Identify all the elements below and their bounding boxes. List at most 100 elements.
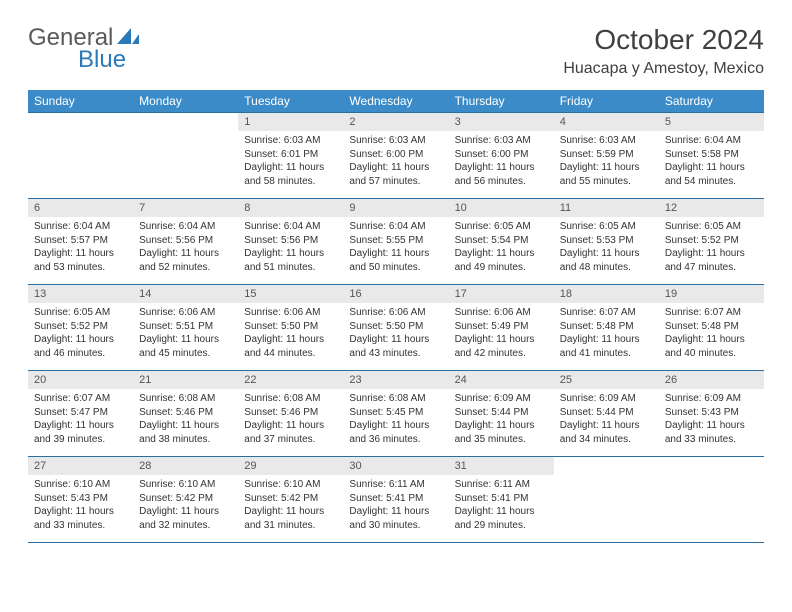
calendar-week-row: 13Sunrise: 6:05 AMSunset: 5:52 PMDayligh… xyxy=(28,285,764,371)
calendar-day-cell: .. xyxy=(554,457,659,543)
day-number: 7 xyxy=(133,199,238,217)
daylight-text: Daylight: 11 hours and 48 minutes. xyxy=(560,247,653,274)
sunset-text: Sunset: 5:44 PM xyxy=(560,406,653,420)
weekday-header-row: Sunday Monday Tuesday Wednesday Thursday… xyxy=(28,90,764,113)
day-details: Sunrise: 6:06 AMSunset: 5:51 PMDaylight:… xyxy=(133,303,238,366)
daylight-text: Daylight: 11 hours and 58 minutes. xyxy=(244,161,337,188)
day-number: 16 xyxy=(343,285,448,303)
sunrise-text: Sunrise: 6:11 AM xyxy=(349,478,442,492)
day-number: 17 xyxy=(449,285,554,303)
day-number: 27 xyxy=(28,457,133,475)
page-header: General Blue October 2024 Huacapa y Ames… xyxy=(28,24,764,78)
sunrise-text: Sunrise: 6:06 AM xyxy=(455,306,548,320)
sunset-text: Sunset: 5:43 PM xyxy=(34,492,127,506)
sunset-text: Sunset: 5:55 PM xyxy=(349,234,442,248)
sunset-text: Sunset: 5:56 PM xyxy=(244,234,337,248)
day-number: 15 xyxy=(238,285,343,303)
day-details: Sunrise: 6:10 AMSunset: 5:43 PMDaylight:… xyxy=(28,475,133,538)
weekday-header: Saturday xyxy=(659,90,764,113)
sunset-text: Sunset: 5:52 PM xyxy=(665,234,758,248)
sunset-text: Sunset: 5:42 PM xyxy=(244,492,337,506)
calendar-day-cell: 4Sunrise: 6:03 AMSunset: 5:59 PMDaylight… xyxy=(554,113,659,199)
sunset-text: Sunset: 5:49 PM xyxy=(455,320,548,334)
day-details: Sunrise: 6:06 AMSunset: 5:50 PMDaylight:… xyxy=(343,303,448,366)
sunset-text: Sunset: 5:54 PM xyxy=(455,234,548,248)
sunset-text: Sunset: 5:53 PM xyxy=(560,234,653,248)
day-details: Sunrise: 6:09 AMSunset: 5:44 PMDaylight:… xyxy=(554,389,659,452)
sunrise-text: Sunrise: 6:04 AM xyxy=(665,134,758,148)
daylight-text: Daylight: 11 hours and 34 minutes. xyxy=(560,419,653,446)
calendar-day-cell: 1Sunrise: 6:03 AMSunset: 6:01 PMDaylight… xyxy=(238,113,343,199)
daylight-text: Daylight: 11 hours and 42 minutes. xyxy=(455,333,548,360)
daylight-text: Daylight: 11 hours and 29 minutes. xyxy=(455,505,548,532)
calendar-day-cell: 10Sunrise: 6:05 AMSunset: 5:54 PMDayligh… xyxy=(449,199,554,285)
daylight-text: Daylight: 11 hours and 32 minutes. xyxy=(139,505,232,532)
day-number: 22 xyxy=(238,371,343,389)
daylight-text: Daylight: 11 hours and 30 minutes. xyxy=(349,505,442,532)
calendar-day-cell: 14Sunrise: 6:06 AMSunset: 5:51 PMDayligh… xyxy=(133,285,238,371)
day-number: 4 xyxy=(554,113,659,131)
logo-text-b: Blue xyxy=(78,46,126,74)
calendar-day-cell: 12Sunrise: 6:05 AMSunset: 5:52 PMDayligh… xyxy=(659,199,764,285)
daylight-text: Daylight: 11 hours and 47 minutes. xyxy=(665,247,758,274)
weekday-header: Friday xyxy=(554,90,659,113)
day-details: Sunrise: 6:05 AMSunset: 5:54 PMDaylight:… xyxy=(449,217,554,280)
daylight-text: Daylight: 11 hours and 35 minutes. xyxy=(455,419,548,446)
sunrise-text: Sunrise: 6:03 AM xyxy=(560,134,653,148)
day-number: 20 xyxy=(28,371,133,389)
calendar-day-cell: 16Sunrise: 6:06 AMSunset: 5:50 PMDayligh… xyxy=(343,285,448,371)
day-details: Sunrise: 6:11 AMSunset: 5:41 PMDaylight:… xyxy=(343,475,448,538)
day-details: Sunrise: 6:06 AMSunset: 5:49 PMDaylight:… xyxy=(449,303,554,366)
sunset-text: Sunset: 5:43 PM xyxy=(665,406,758,420)
calendar-day-cell: 20Sunrise: 6:07 AMSunset: 5:47 PMDayligh… xyxy=(28,371,133,457)
daylight-text: Daylight: 11 hours and 56 minutes. xyxy=(455,161,548,188)
weekday-header: Wednesday xyxy=(343,90,448,113)
title-block: October 2024 Huacapa y Amestoy, Mexico xyxy=(563,24,764,78)
daylight-text: Daylight: 11 hours and 49 minutes. xyxy=(455,247,548,274)
sunset-text: Sunset: 5:52 PM xyxy=(34,320,127,334)
sunset-text: Sunset: 5:46 PM xyxy=(244,406,337,420)
calendar-day-cell: 5Sunrise: 6:04 AMSunset: 5:58 PMDaylight… xyxy=(659,113,764,199)
day-number: 12 xyxy=(659,199,764,217)
day-number: 9 xyxy=(343,199,448,217)
day-number: 5 xyxy=(659,113,764,131)
day-number: 31 xyxy=(449,457,554,475)
calendar-day-cell: 15Sunrise: 6:06 AMSunset: 5:50 PMDayligh… xyxy=(238,285,343,371)
sunrise-text: Sunrise: 6:05 AM xyxy=(560,220,653,234)
day-number: 2 xyxy=(343,113,448,131)
calendar-day-cell: .. xyxy=(28,113,133,199)
daylight-text: Daylight: 11 hours and 41 minutes. xyxy=(560,333,653,360)
day-details: Sunrise: 6:08 AMSunset: 5:45 PMDaylight:… xyxy=(343,389,448,452)
calendar-day-cell: 6Sunrise: 6:04 AMSunset: 5:57 PMDaylight… xyxy=(28,199,133,285)
calendar-day-cell: .. xyxy=(133,113,238,199)
sunset-text: Sunset: 5:50 PM xyxy=(349,320,442,334)
day-details: Sunrise: 6:08 AMSunset: 5:46 PMDaylight:… xyxy=(238,389,343,452)
daylight-text: Daylight: 11 hours and 57 minutes. xyxy=(349,161,442,188)
daylight-text: Daylight: 11 hours and 52 minutes. xyxy=(139,247,232,274)
day-details: Sunrise: 6:04 AMSunset: 5:56 PMDaylight:… xyxy=(238,217,343,280)
day-number: 19 xyxy=(659,285,764,303)
sunset-text: Sunset: 5:44 PM xyxy=(455,406,548,420)
sunrise-text: Sunrise: 6:08 AM xyxy=(139,392,232,406)
sunrise-text: Sunrise: 6:09 AM xyxy=(455,392,548,406)
calendar-day-cell: 27Sunrise: 6:10 AMSunset: 5:43 PMDayligh… xyxy=(28,457,133,543)
calendar-day-cell: 2Sunrise: 6:03 AMSunset: 6:00 PMDaylight… xyxy=(343,113,448,199)
sunrise-text: Sunrise: 6:10 AM xyxy=(139,478,232,492)
sunrise-text: Sunrise: 6:07 AM xyxy=(560,306,653,320)
day-details: Sunrise: 6:10 AMSunset: 5:42 PMDaylight:… xyxy=(238,475,343,538)
sunset-text: Sunset: 5:48 PM xyxy=(560,320,653,334)
day-number: 6 xyxy=(28,199,133,217)
daylight-text: Daylight: 11 hours and 33 minutes. xyxy=(34,505,127,532)
calendar-day-cell: 26Sunrise: 6:09 AMSunset: 5:43 PMDayligh… xyxy=(659,371,764,457)
day-number: 30 xyxy=(343,457,448,475)
day-details: Sunrise: 6:04 AMSunset: 5:57 PMDaylight:… xyxy=(28,217,133,280)
day-number: 21 xyxy=(133,371,238,389)
sunrise-text: Sunrise: 6:05 AM xyxy=(455,220,548,234)
sunset-text: Sunset: 5:47 PM xyxy=(34,406,127,420)
day-number: 18 xyxy=(554,285,659,303)
sunset-text: Sunset: 5:48 PM xyxy=(665,320,758,334)
day-number: 25 xyxy=(554,371,659,389)
month-title: October 2024 xyxy=(563,24,764,56)
sunrise-text: Sunrise: 6:10 AM xyxy=(34,478,127,492)
daylight-text: Daylight: 11 hours and 55 minutes. xyxy=(560,161,653,188)
